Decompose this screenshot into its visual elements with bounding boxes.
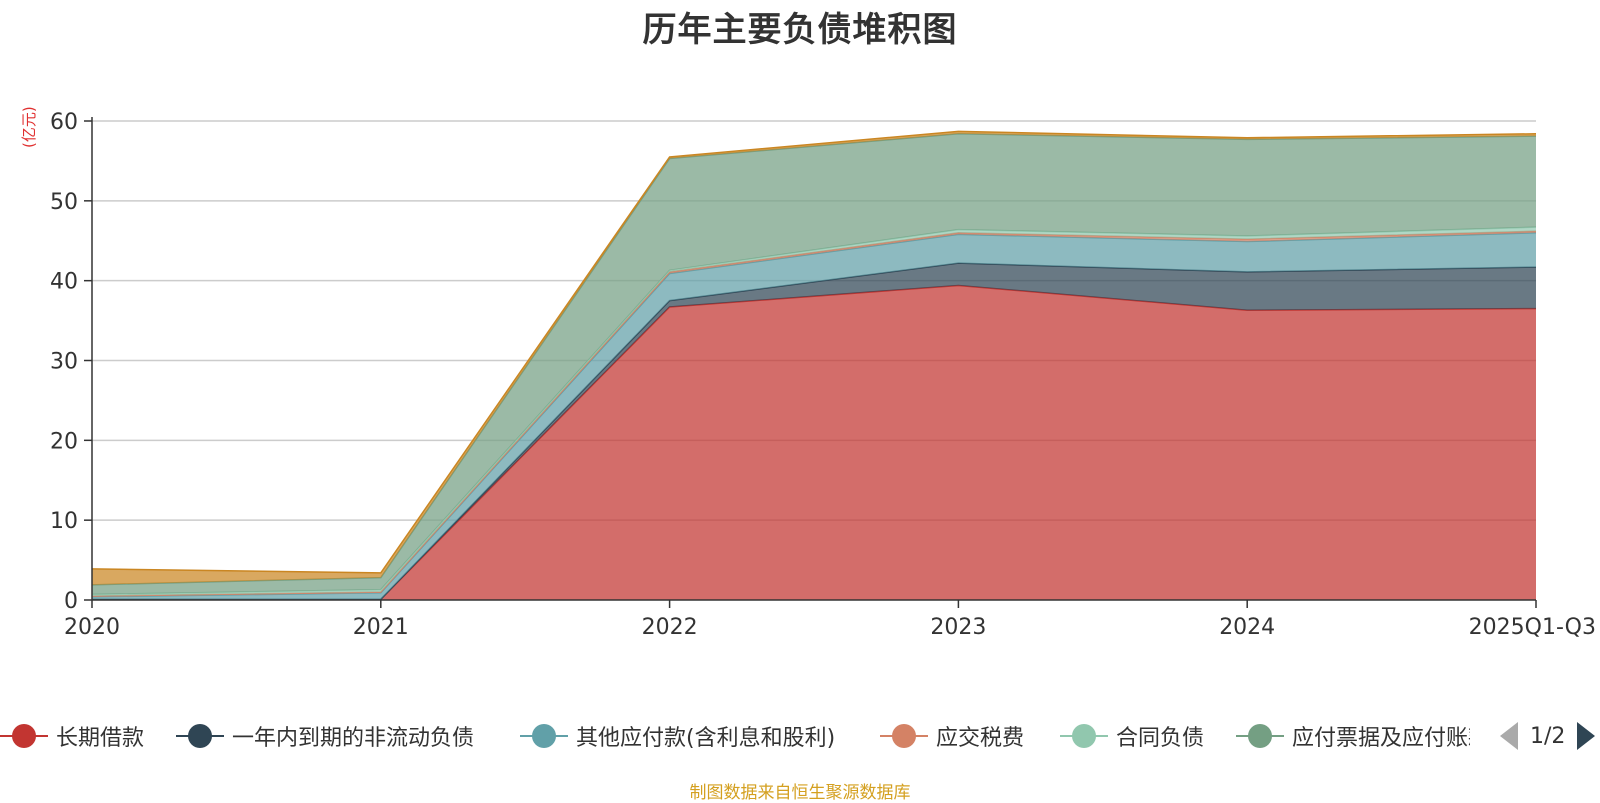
legend-marker-icon <box>1060 722 1108 750</box>
series-area-5 <box>92 133 1536 595</box>
legend-marker-icon <box>880 722 928 750</box>
legend-next-page-icon[interactable] <box>1577 722 1596 750</box>
y-tick-label: 20 <box>50 429 78 454</box>
x-tick-label: 2024 <box>1219 615 1275 640</box>
legend-page-indicator: 1/2 <box>1530 723 1566 749</box>
series-area-6 <box>92 131 1536 585</box>
legend-marker-icon <box>0 722 48 750</box>
legend-label: 长期借款 <box>56 726 145 751</box>
x-tick-label: 2025Q1-Q3 <box>1469 615 1596 640</box>
y-tick-label: 40 <box>50 270 78 295</box>
legend-label: 应付票据及应付账款 <box>1292 726 1470 751</box>
legend-item[interactable]: 应交税费 <box>880 718 1024 754</box>
legend-label: 合同负债 <box>1116 726 1205 751</box>
series-area-1 <box>92 263 1536 600</box>
x-tick-label: 2022 <box>642 615 698 640</box>
y-axis-ticks: 0 10 20 30 40 50 60 <box>50 110 92 614</box>
y-tick-label: 30 <box>50 350 78 375</box>
series-area-0 <box>92 285 1536 600</box>
series-area-2 <box>92 232 1536 600</box>
legend-label: 其他应付款(含利息和股利) <box>576 726 836 751</box>
legend-label: 应交税费 <box>936 726 1025 751</box>
series-line-6 <box>91 130 1537 574</box>
data-source-note: 制图数据来自恒生聚源数据库 <box>689 783 911 803</box>
x-tick-label: 2020 <box>64 615 120 640</box>
legend-item[interactable]: 长期借款 <box>0 718 144 754</box>
legend-item[interactable]: 合同负债 <box>1060 718 1204 754</box>
stacked-areas <box>91 130 1537 600</box>
legend-item[interactable]: 一年内到期的非流动负债 <box>176 718 474 754</box>
x-tick-label: 2023 <box>930 615 986 640</box>
x-axis-ticks: 2020 2021 2022 2023 2024 2025Q1-Q3 <box>64 600 1596 640</box>
area-chart: 0 10 20 30 40 50 60 2020 2021 2022 2023 2024 2025Q1… <box>50 110 1596 640</box>
y-tick-label: 0 <box>64 589 78 614</box>
legend-item[interactable]: 应付票据及应付账款 <box>1236 718 1470 754</box>
chart-title: 历年主要负债堆积图 <box>642 10 958 50</box>
legend-marker-icon <box>176 722 224 750</box>
legend-marker-icon <box>520 722 568 750</box>
legend-prev-page-icon[interactable] <box>1500 722 1518 750</box>
legend-items: 长期借款 一年内到期的非流动负债 其他应付款(含利息和股利) 应交税费 合同负债 应付票据… <box>0 718 1470 754</box>
series-line-5 <box>91 133 1537 586</box>
x-tick-label: 2021 <box>353 615 409 640</box>
legend: 长期借款 一年内到期的非流动负债 其他应付款(含利息和股利) 应交税费 合同负债 应付票据… <box>0 718 1600 754</box>
legend-label: 一年内到期的非流动负债 <box>232 726 475 751</box>
legend-pager: 1/2 <box>1500 720 1596 752</box>
y-tick-label: 10 <box>50 509 78 534</box>
y-tick-label: 60 <box>50 110 78 135</box>
legend-marker-icon <box>1236 722 1284 750</box>
y-tick-label: 50 <box>50 190 78 215</box>
legend-item[interactable]: 其他应付款(含利息和股利) <box>520 718 835 754</box>
